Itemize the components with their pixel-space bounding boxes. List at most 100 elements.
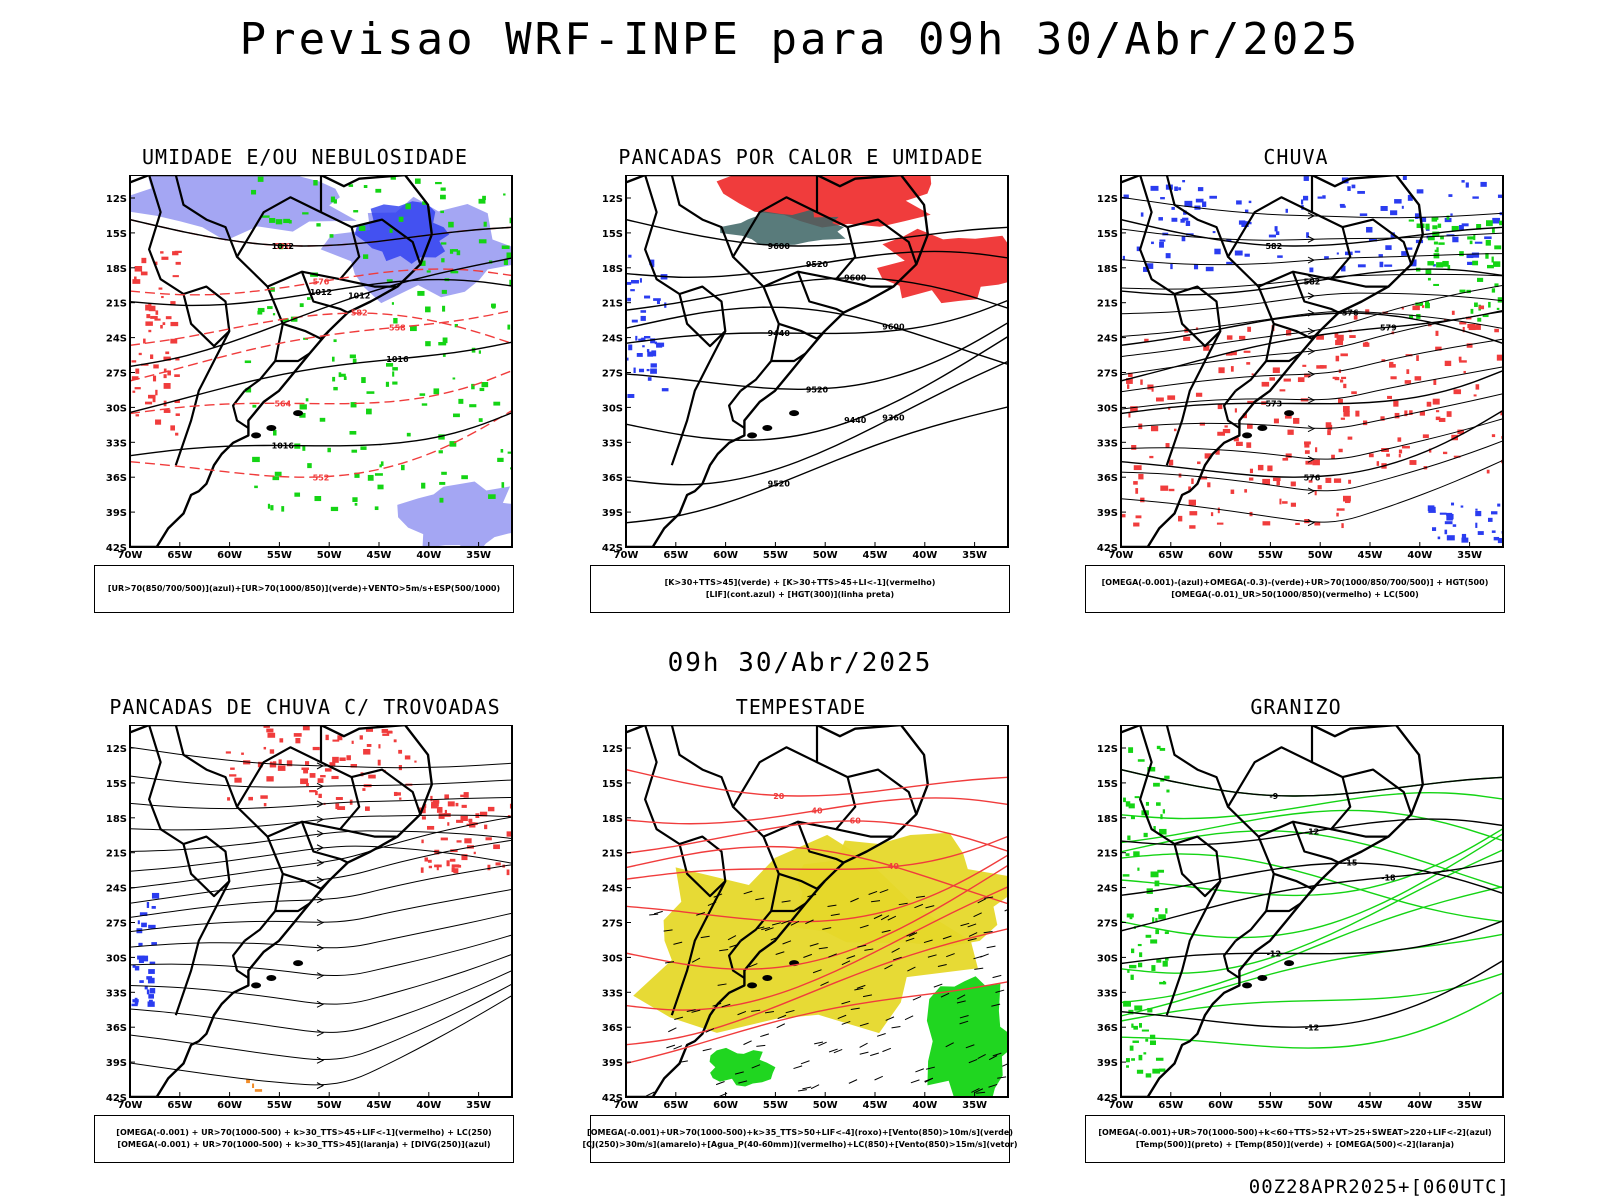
speckle [1151, 241, 1154, 245]
speckle [421, 403, 428, 406]
speckle [385, 381, 390, 387]
wind-vector [748, 963, 758, 968]
speckle [1353, 315, 1358, 320]
wind-vector [992, 1052, 1002, 1057]
speckle [1446, 535, 1455, 541]
speckle [269, 217, 276, 223]
contour-label: -18 [1381, 873, 1396, 882]
speckle [1130, 406, 1138, 412]
speckle [644, 295, 651, 299]
wind-streamlines [1121, 196, 1503, 527]
speckle [1243, 350, 1251, 353]
speckle [1183, 336, 1191, 341]
speckle [1491, 256, 1494, 263]
lake-marker [1242, 982, 1253, 989]
speckle [1438, 242, 1445, 245]
speckle [487, 864, 491, 871]
lat-tick-label: 12S [602, 194, 623, 205]
speckle [1461, 223, 1469, 227]
speckle [1128, 412, 1131, 418]
contour-line [626, 981, 1008, 1065]
speckle [647, 351, 654, 357]
speckle [1467, 261, 1475, 265]
speckle [646, 368, 650, 372]
wind-vector [841, 1000, 851, 1005]
contour-line [1121, 933, 1503, 1017]
border-line [847, 768, 918, 815]
wind-vector [864, 948, 874, 951]
speckle [170, 425, 175, 431]
speckle [1385, 245, 1392, 250]
speckle [1204, 453, 1212, 459]
contour-line [626, 360, 1008, 486]
contour-label: -15 [1343, 859, 1358, 868]
speckle [335, 797, 343, 800]
speckle [251, 189, 257, 195]
lat-tick-label: 36S [602, 473, 623, 484]
speckle [1304, 450, 1310, 454]
speckle [1348, 479, 1352, 484]
speckle [1308, 480, 1313, 483]
speckle [1452, 524, 1457, 527]
speckle [424, 803, 427, 808]
wind-vector [793, 1065, 803, 1070]
speckle [1474, 302, 1478, 307]
border-line [1165, 175, 1275, 392]
speckle [364, 806, 370, 811]
panel-legend: [K>30+TTS>45](verde) + [K>30+TTS>45+LI<-… [590, 565, 1010, 613]
speckle [309, 773, 316, 778]
speckle [150, 354, 154, 360]
wind-vector [885, 1016, 895, 1021]
wind-vector [686, 1009, 696, 1013]
wind850-area [709, 1047, 776, 1087]
speckle [1123, 1001, 1131, 1007]
speckle [421, 839, 424, 844]
speckle [1277, 255, 1283, 258]
speckle [230, 767, 235, 770]
speckle [438, 434, 445, 440]
wind-vector [668, 1027, 677, 1033]
speckle [1244, 489, 1248, 493]
speckle [349, 354, 356, 359]
border-line [1227, 196, 1352, 288]
panel-legend: [OMEGA(-0.001)+UR>70(1000-500)+k<60+TTS>… [1085, 1115, 1505, 1163]
lat-tick-label: 12S [1097, 744, 1118, 755]
speckle [333, 199, 337, 204]
wind-vector [891, 1025, 901, 1029]
hgt500-contours: 582 582 576 579 573 576 [1121, 218, 1503, 482]
speckle [1133, 465, 1142, 471]
wind-vector [837, 1014, 847, 1020]
speckle [149, 988, 156, 994]
lon-tick-label: 40W [416, 550, 441, 561]
speckle [1433, 506, 1436, 511]
speckle [1309, 267, 1314, 273]
contour-line [626, 335, 1008, 441]
speckle [448, 221, 454, 228]
border-line [732, 746, 857, 838]
speckle [1412, 305, 1420, 311]
speckle [478, 418, 483, 422]
speckle [163, 374, 167, 379]
speckle [493, 844, 500, 850]
lat-tick-label: 24S [106, 884, 127, 895]
speckle [374, 473, 383, 476]
lat-tick-label: 30S [602, 953, 623, 964]
speckle [1349, 335, 1356, 338]
streamline-arrow [316, 800, 325, 808]
speckle [227, 797, 231, 801]
speckle [1496, 354, 1503, 361]
speckle [1342, 406, 1350, 413]
speckle [153, 364, 159, 369]
lon-tick-label: 35W [962, 550, 987, 561]
speckle [377, 484, 384, 490]
speckle [1188, 499, 1196, 506]
speckle [1178, 515, 1183, 522]
speckle [1444, 529, 1448, 535]
speckle [1262, 521, 1271, 526]
speckle [1347, 436, 1353, 440]
wind-vector [908, 932, 918, 937]
speckle [362, 788, 366, 791]
speckle [1156, 802, 1161, 806]
speckle [1247, 326, 1252, 332]
